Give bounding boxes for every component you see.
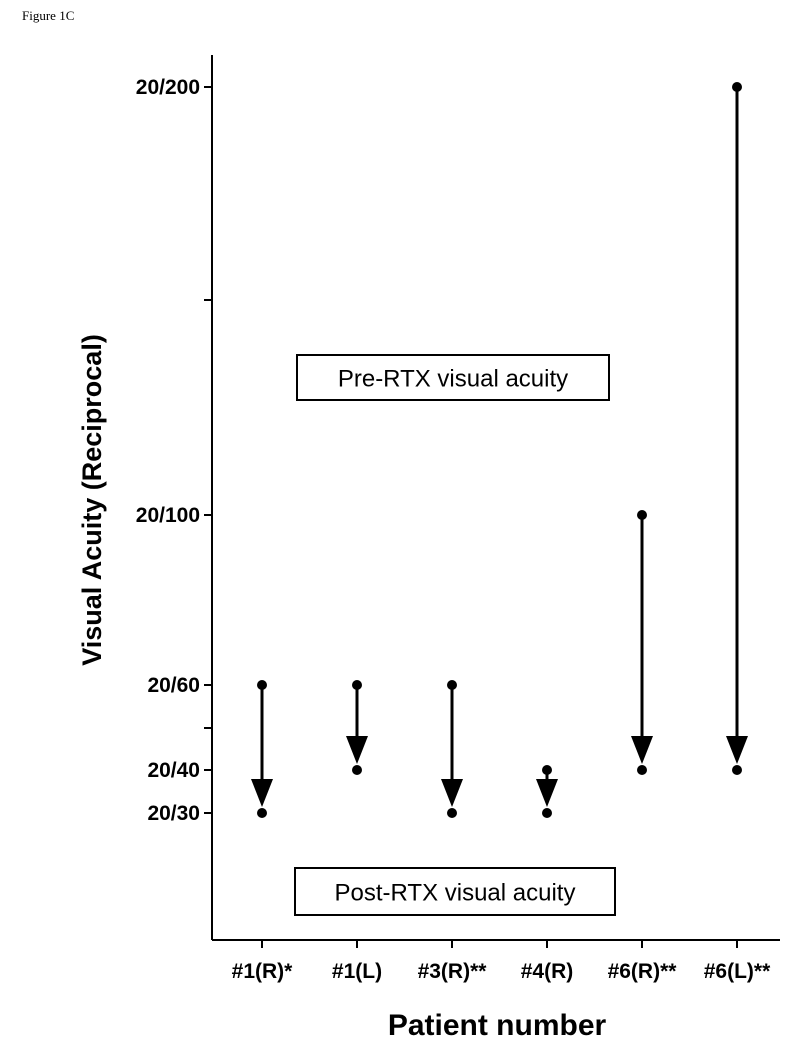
y-ticks: 20/200 20/100 20/60 20/40 20/30 [136, 76, 212, 825]
y-tick-label: 20/60 [147, 674, 200, 697]
x-tick-label: #3(R)** [418, 960, 488, 983]
annotation-text: Post-RTX visual acuity [335, 880, 576, 907]
patient-arrow [536, 765, 558, 818]
pre-rtx-point [352, 680, 362, 690]
chart-axes [211, 55, 780, 941]
figure-label: Figure 1C [22, 8, 75, 23]
x-tick-label: #6(L)** [704, 960, 771, 983]
patient-arrow [251, 680, 273, 818]
pre-rtx-label-box: Pre-RTX visual acuity [296, 354, 610, 401]
patient-arrow [726, 82, 748, 775]
arrow-head [631, 736, 653, 764]
y-tick-label: 20/40 [147, 759, 200, 782]
pre-rtx-point [637, 510, 647, 520]
arrow-head [536, 779, 558, 807]
post-rtx-point [732, 765, 742, 775]
post-rtx-point [257, 808, 267, 818]
post-rtx-point [542, 808, 552, 818]
pre-rtx-point [732, 82, 742, 92]
x-tick-label: #4(R) [521, 960, 574, 983]
annotation-border [296, 354, 610, 401]
patient-arrow [441, 680, 463, 818]
y-tick-label: 20/100 [136, 504, 200, 527]
pre-rtx-point [257, 680, 267, 690]
y-tick-label: 20/30 [147, 802, 200, 825]
x-tick-label: #1(R)* [232, 960, 294, 983]
y-axis-title: Visual Acuity (Reciprocal) [77, 334, 107, 666]
x-ticks: #1(R)* #1(L) #3(R)** #4(R) #6(R)** #6(L)** [232, 940, 771, 983]
post-rtx-point [352, 765, 362, 775]
arrow-head [346, 736, 368, 764]
annotation-border [294, 867, 616, 916]
patient-arrow [631, 510, 653, 775]
post-rtx-point [447, 808, 457, 818]
annotation-text: Pre-RTX visual acuity [338, 366, 568, 393]
x-tick-label: #6(R)** [608, 960, 678, 983]
post-rtx-point [637, 765, 647, 775]
pre-rtx-point [542, 765, 552, 775]
post-rtx-label-box: Post-RTX visual acuity [294, 867, 616, 916]
annotations: Pre-RTX visual acuity Post-RTX visual acu… [294, 354, 616, 916]
data-marks [251, 82, 748, 818]
arrow-head [726, 736, 748, 764]
y-tick-label: 20/200 [136, 76, 200, 99]
pre-rtx-point [447, 680, 457, 690]
patient-arrow [346, 680, 368, 775]
arrow-head [441, 779, 463, 807]
x-axis-title: Patient number [388, 1009, 607, 1042]
arrow-head [251, 779, 273, 807]
x-tick-label: #1(L) [332, 960, 382, 983]
